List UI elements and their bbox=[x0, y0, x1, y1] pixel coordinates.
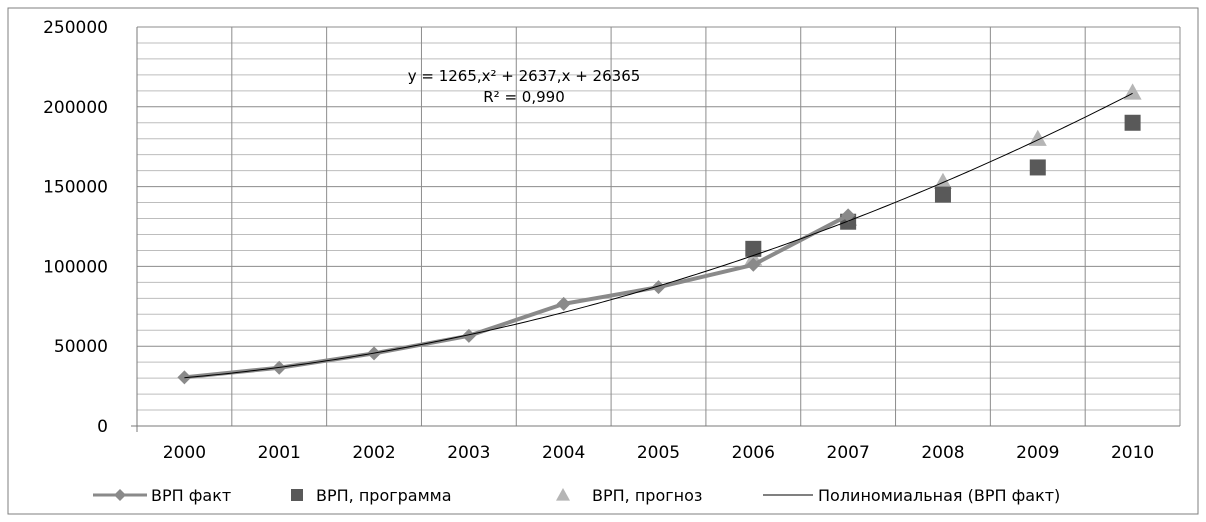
x-tick-label: 2010 bbox=[1111, 443, 1154, 463]
fakt-point bbox=[556, 296, 571, 311]
x-tick-label: 2003 bbox=[447, 443, 490, 463]
x-tick-label: 2002 bbox=[352, 443, 395, 463]
y-tick-labels: 0 50000 100000 150000 200000 250000 bbox=[43, 18, 108, 437]
fakt-point bbox=[461, 328, 476, 343]
chart-border bbox=[7, 7, 1199, 515]
x-tick-label: 2001 bbox=[258, 443, 301, 463]
y-tick-label: 50000 bbox=[54, 337, 108, 357]
trendline-equation: y = 1265,x² + 2637,x + 26365 bbox=[408, 67, 641, 85]
legend-fakt-swatch-marker bbox=[114, 489, 126, 501]
series-vrp-programma bbox=[745, 114, 1141, 257]
fakt-point bbox=[841, 208, 856, 223]
x-tick-labels: 2000 2001 2002 2003 2004 2005 2006 2007 2008 2009… bbox=[163, 443, 1154, 463]
x-tick-label: 2006 bbox=[732, 443, 775, 463]
x-tick-label: 2009 bbox=[1016, 443, 1059, 463]
fakt-point bbox=[746, 257, 761, 272]
r-squared-label: R² = 0,990 bbox=[483, 88, 564, 106]
programma-point bbox=[1124, 114, 1141, 131]
y-tick-label: 200000 bbox=[43, 98, 108, 118]
legend-programma-swatch bbox=[291, 489, 303, 501]
axes bbox=[131, 27, 1180, 432]
x-tick-label: 2005 bbox=[637, 443, 680, 463]
x-tick-label: 2000 bbox=[163, 443, 206, 463]
y-tick-label: 100000 bbox=[43, 257, 108, 277]
y-tick-label: 150000 bbox=[43, 178, 108, 198]
programma-point bbox=[934, 186, 951, 203]
x-tick-label: 2007 bbox=[827, 443, 870, 463]
legend-label-prognoz: ВРП, прогноз bbox=[592, 486, 702, 505]
chart-marks bbox=[177, 83, 1142, 385]
x-tick-label: 2008 bbox=[921, 443, 964, 463]
programma-point bbox=[745, 240, 762, 257]
polynomial-trendline bbox=[184, 92, 1133, 379]
legend-label-fakt: ВРП факт bbox=[151, 486, 231, 505]
legend: ВРП факт ВРП, программа ВРП, прогноз Полино… bbox=[93, 486, 1060, 505]
legend-label-programma: ВРП, программа bbox=[316, 486, 452, 505]
legend-label-trend: Полиномиальная (ВРП факт) bbox=[818, 486, 1060, 505]
x-tick-label: 2004 bbox=[542, 443, 585, 463]
legend-prognoz-swatch bbox=[556, 488, 570, 501]
y-tick-label: 0 bbox=[97, 417, 108, 437]
programma-point bbox=[1029, 159, 1046, 176]
fakt-point bbox=[651, 280, 666, 295]
y-tick-label: 250000 bbox=[43, 18, 108, 38]
